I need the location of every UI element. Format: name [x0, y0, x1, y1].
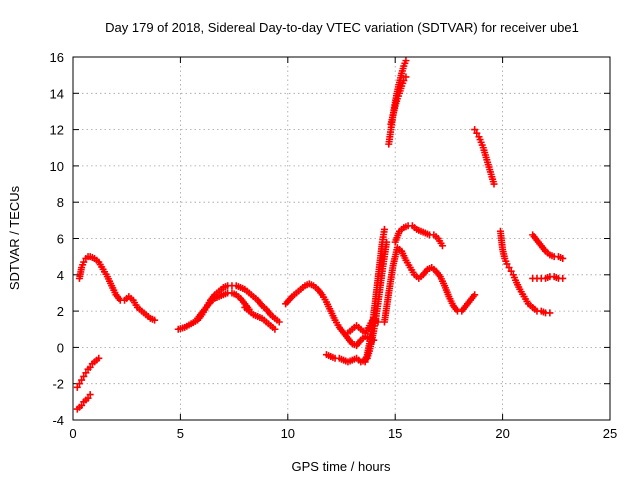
x-tick-label: 15	[388, 426, 402, 441]
data-point	[438, 242, 446, 250]
grid-lines	[73, 57, 610, 420]
data-point	[80, 258, 88, 266]
data-point	[95, 354, 103, 362]
data-point	[490, 180, 498, 188]
data-point	[271, 325, 279, 333]
data-point	[559, 274, 567, 282]
data-point	[86, 363, 94, 371]
series-6	[241, 303, 279, 333]
data-point	[383, 238, 391, 246]
series-1	[75, 253, 159, 324]
x-tick-label: 20	[495, 426, 509, 441]
series-16	[471, 126, 498, 188]
chart-title: Day 179 of 2018, Sidereal Day-to-day VTE…	[105, 20, 579, 35]
y-tick-label: 4	[57, 268, 64, 283]
x-tick-label: 0	[69, 426, 76, 441]
x-tick-label: 25	[603, 426, 617, 441]
data-point	[380, 225, 388, 233]
y-tick-label: -2	[52, 377, 64, 392]
data-point	[151, 316, 159, 324]
data-point	[402, 73, 410, 81]
x-tick-label: 5	[177, 426, 184, 441]
data-point	[86, 391, 94, 399]
series-12	[380, 244, 479, 326]
series-18	[529, 231, 567, 262]
series-8	[322, 351, 369, 366]
data-point	[471, 291, 479, 299]
y-axis-label: SDTVAR / TECUs	[7, 185, 22, 290]
data-point	[82, 369, 90, 377]
y-tick-label: 6	[57, 232, 64, 247]
series-13	[391, 222, 446, 250]
series-7	[282, 280, 378, 350]
data-point	[78, 376, 86, 384]
y-tick-label: 10	[50, 159, 64, 174]
data-point	[471, 126, 479, 134]
series-11	[363, 238, 391, 362]
data-point	[75, 380, 83, 388]
y-tick-label: 16	[50, 50, 64, 65]
x-axis-label: GPS time / hours	[292, 459, 391, 474]
data-point	[507, 267, 515, 275]
data-point	[505, 264, 513, 272]
data-point	[80, 372, 88, 380]
data-point	[546, 309, 554, 317]
tick-labels: 0 5 10 15 20 25 -4 -2 0 2 4 6 8 10 12 14 16	[50, 50, 618, 441]
y-tick-label: 0	[57, 340, 64, 355]
y-tick-label: 12	[50, 123, 64, 138]
y-tick-label: 2	[57, 304, 64, 319]
series-3	[73, 391, 94, 413]
y-tick-label: -4	[52, 413, 64, 428]
data-point	[84, 394, 92, 402]
plot-frame	[72, 56, 611, 421]
series-19	[529, 273, 567, 282]
data-point	[503, 260, 511, 268]
data-point	[78, 401, 86, 409]
y-tick-label: 14	[50, 86, 64, 101]
y-tick-label: 8	[57, 195, 64, 210]
data-point	[400, 77, 408, 85]
data-point	[275, 318, 283, 326]
x-tick-label: 10	[281, 426, 295, 441]
data-point	[559, 254, 567, 262]
series-17	[496, 227, 554, 317]
series-15	[387, 73, 410, 128]
data-marks	[73, 57, 567, 413]
axis-ticks	[72, 56, 611, 421]
data-point	[473, 129, 481, 137]
data-point	[73, 383, 81, 391]
series-2	[73, 354, 103, 391]
data-point	[402, 57, 410, 65]
